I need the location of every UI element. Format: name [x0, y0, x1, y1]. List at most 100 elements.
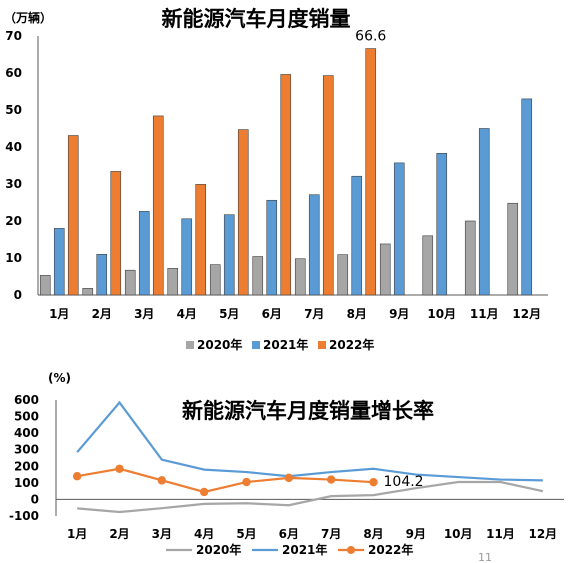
bar-data-label: 66.6 [355, 29, 386, 45]
point-2022年 [284, 473, 294, 483]
line-y-tick-label: 100 [14, 476, 39, 490]
bar-y-tick-label: 60 [5, 66, 22, 80]
bar-2020年-4月 [167, 268, 179, 296]
bar-2020年-8月 [337, 254, 349, 296]
line-y-tick-label: -100 [9, 509, 39, 523]
line-x-tick-label: 11月 [486, 527, 515, 541]
line-x-tick-label: 5月 [236, 527, 256, 541]
bar-2021年-4月 [181, 218, 193, 296]
line-y-tick-label: 0 [31, 492, 39, 506]
bar-x-tick-label: 11月 [470, 307, 499, 321]
bar-y-tick-label: 0 [14, 288, 22, 302]
legend-label-2022年: 2022年 [329, 337, 374, 352]
bar-2020年-9月 [379, 243, 391, 296]
bar-2021年-3月 [138, 211, 150, 296]
legend-label-2021年: 2021年 [263, 337, 308, 352]
bar-chart-unit-label: （万辆） [4, 10, 52, 25]
point-2022年 [369, 477, 378, 487]
line-x-tick-label: 4月 [194, 527, 214, 541]
bar-2021年-10月 [436, 152, 448, 296]
bar-2022年-5月 [237, 129, 249, 296]
line-y-tick-label: 200 [14, 459, 39, 473]
bar-chart-title: 新能源汽车月度销量 [162, 7, 351, 31]
bar-2020年-12月 [507, 202, 519, 296]
bar-2022年-1月 [67, 135, 79, 296]
legend-swatch-2021年 [252, 341, 260, 349]
bar-y-tick-label: 30 [5, 177, 22, 191]
bar-2020年-11月 [464, 220, 476, 296]
page-number: 11 [478, 551, 492, 563]
legend-marker-2022年 [347, 546, 355, 554]
line-x-tick-label: 2月 [109, 527, 129, 541]
bar-2021年-8月 [351, 175, 363, 296]
line-y-tick-label: 500 [14, 410, 39, 424]
bar-2021年-12月 [521, 98, 533, 296]
bar-y-tick-label: 70 [5, 29, 22, 43]
bar-2020年-2月 [82, 288, 94, 296]
bar-2020年-10月 [422, 235, 434, 296]
line-y-tick-label: 600 [14, 393, 39, 407]
legend-label-2021年: 2021年 [282, 542, 327, 557]
bar-2021年-11月 [478, 128, 490, 296]
bar-2022年-2月 [110, 171, 122, 296]
bar-2021年-2月 [96, 254, 108, 296]
bar-2022年-6月 [280, 74, 292, 296]
line-x-tick-label: 12月 [528, 527, 557, 541]
bar-y-tick-label: 10 [5, 251, 22, 265]
bar-2020年-3月 [124, 269, 136, 296]
bar-2022年-4月 [195, 184, 207, 296]
line-y-tick-label: 300 [14, 443, 39, 457]
line-data-label: 104.2 [384, 474, 424, 490]
bar-2020年-1月 [39, 275, 51, 296]
bar-x-tick-label: 9月 [389, 307, 409, 321]
bar-2020年-5月 [209, 264, 221, 296]
point-2022年 [326, 475, 336, 484]
bar-2020年-6月 [252, 256, 264, 296]
line-x-tick-label: 3月 [152, 527, 172, 541]
line-chart-unit-label: (%) [48, 371, 71, 385]
line-x-tick-label: 7月 [321, 527, 341, 541]
line-y-tick-label: 400 [14, 426, 39, 440]
point-2022年 [157, 476, 167, 485]
legend-label-2020年: 2020年 [197, 337, 242, 352]
legend-label-2022年: 2022年 [368, 542, 413, 557]
legend-swatch-2022年 [318, 341, 326, 349]
line-x-tick-label: 9月 [406, 527, 426, 541]
point-2022年 [115, 464, 124, 473]
bar-x-tick-label: 2月 [92, 307, 112, 321]
bar-y-tick-label: 20 [5, 214, 22, 228]
bar-x-tick-label: 5月 [219, 307, 239, 321]
bar-x-tick-label: 12月 [512, 307, 541, 321]
bar-2022年-7月 [322, 75, 334, 296]
bar-2021年-1月 [53, 228, 65, 296]
bar-y-tick-label: 40 [5, 140, 22, 154]
series-line-2022年 [76, 467, 374, 494]
series-line-2021年 [76, 400, 543, 482]
legend-label-2020年: 2020年 [196, 542, 241, 557]
bar-2021年-7月 [308, 194, 320, 296]
line-chart-title: 新能源汽车月度销量增长率 [182, 399, 434, 423]
bar-x-tick-label: 6月 [262, 307, 282, 321]
bar-x-tick-label: 4月 [177, 307, 197, 321]
bar-x-tick-label: 10月 [427, 307, 456, 321]
bar-2020年-7月 [294, 258, 306, 296]
bar-2021年-9月 [393, 162, 405, 296]
bar-2021年-5月 [223, 214, 235, 296]
bar-x-tick-label: 1月 [49, 307, 69, 321]
line-x-tick-label: 8月 [363, 527, 383, 541]
bar-2021年-6月 [266, 199, 278, 296]
bar-y-tick-label: 50 [5, 103, 22, 117]
point-2022年 [242, 477, 251, 487]
bar-2022年-3月 [152, 115, 164, 296]
point-2022年 [72, 472, 82, 481]
bar-2022年-8月 [365, 48, 377, 296]
bar-x-tick-label: 3月 [134, 307, 154, 321]
series-line-2020年 [77, 480, 544, 514]
line-x-tick-label: 1月 [67, 527, 87, 541]
legend-swatch-2020年 [186, 341, 194, 349]
bar-x-tick-label: 8月 [347, 307, 367, 321]
bar-x-tick-label: 7月 [304, 307, 324, 321]
line-x-tick-label: 10月 [444, 527, 473, 541]
line-x-tick-label: 6月 [279, 527, 299, 541]
